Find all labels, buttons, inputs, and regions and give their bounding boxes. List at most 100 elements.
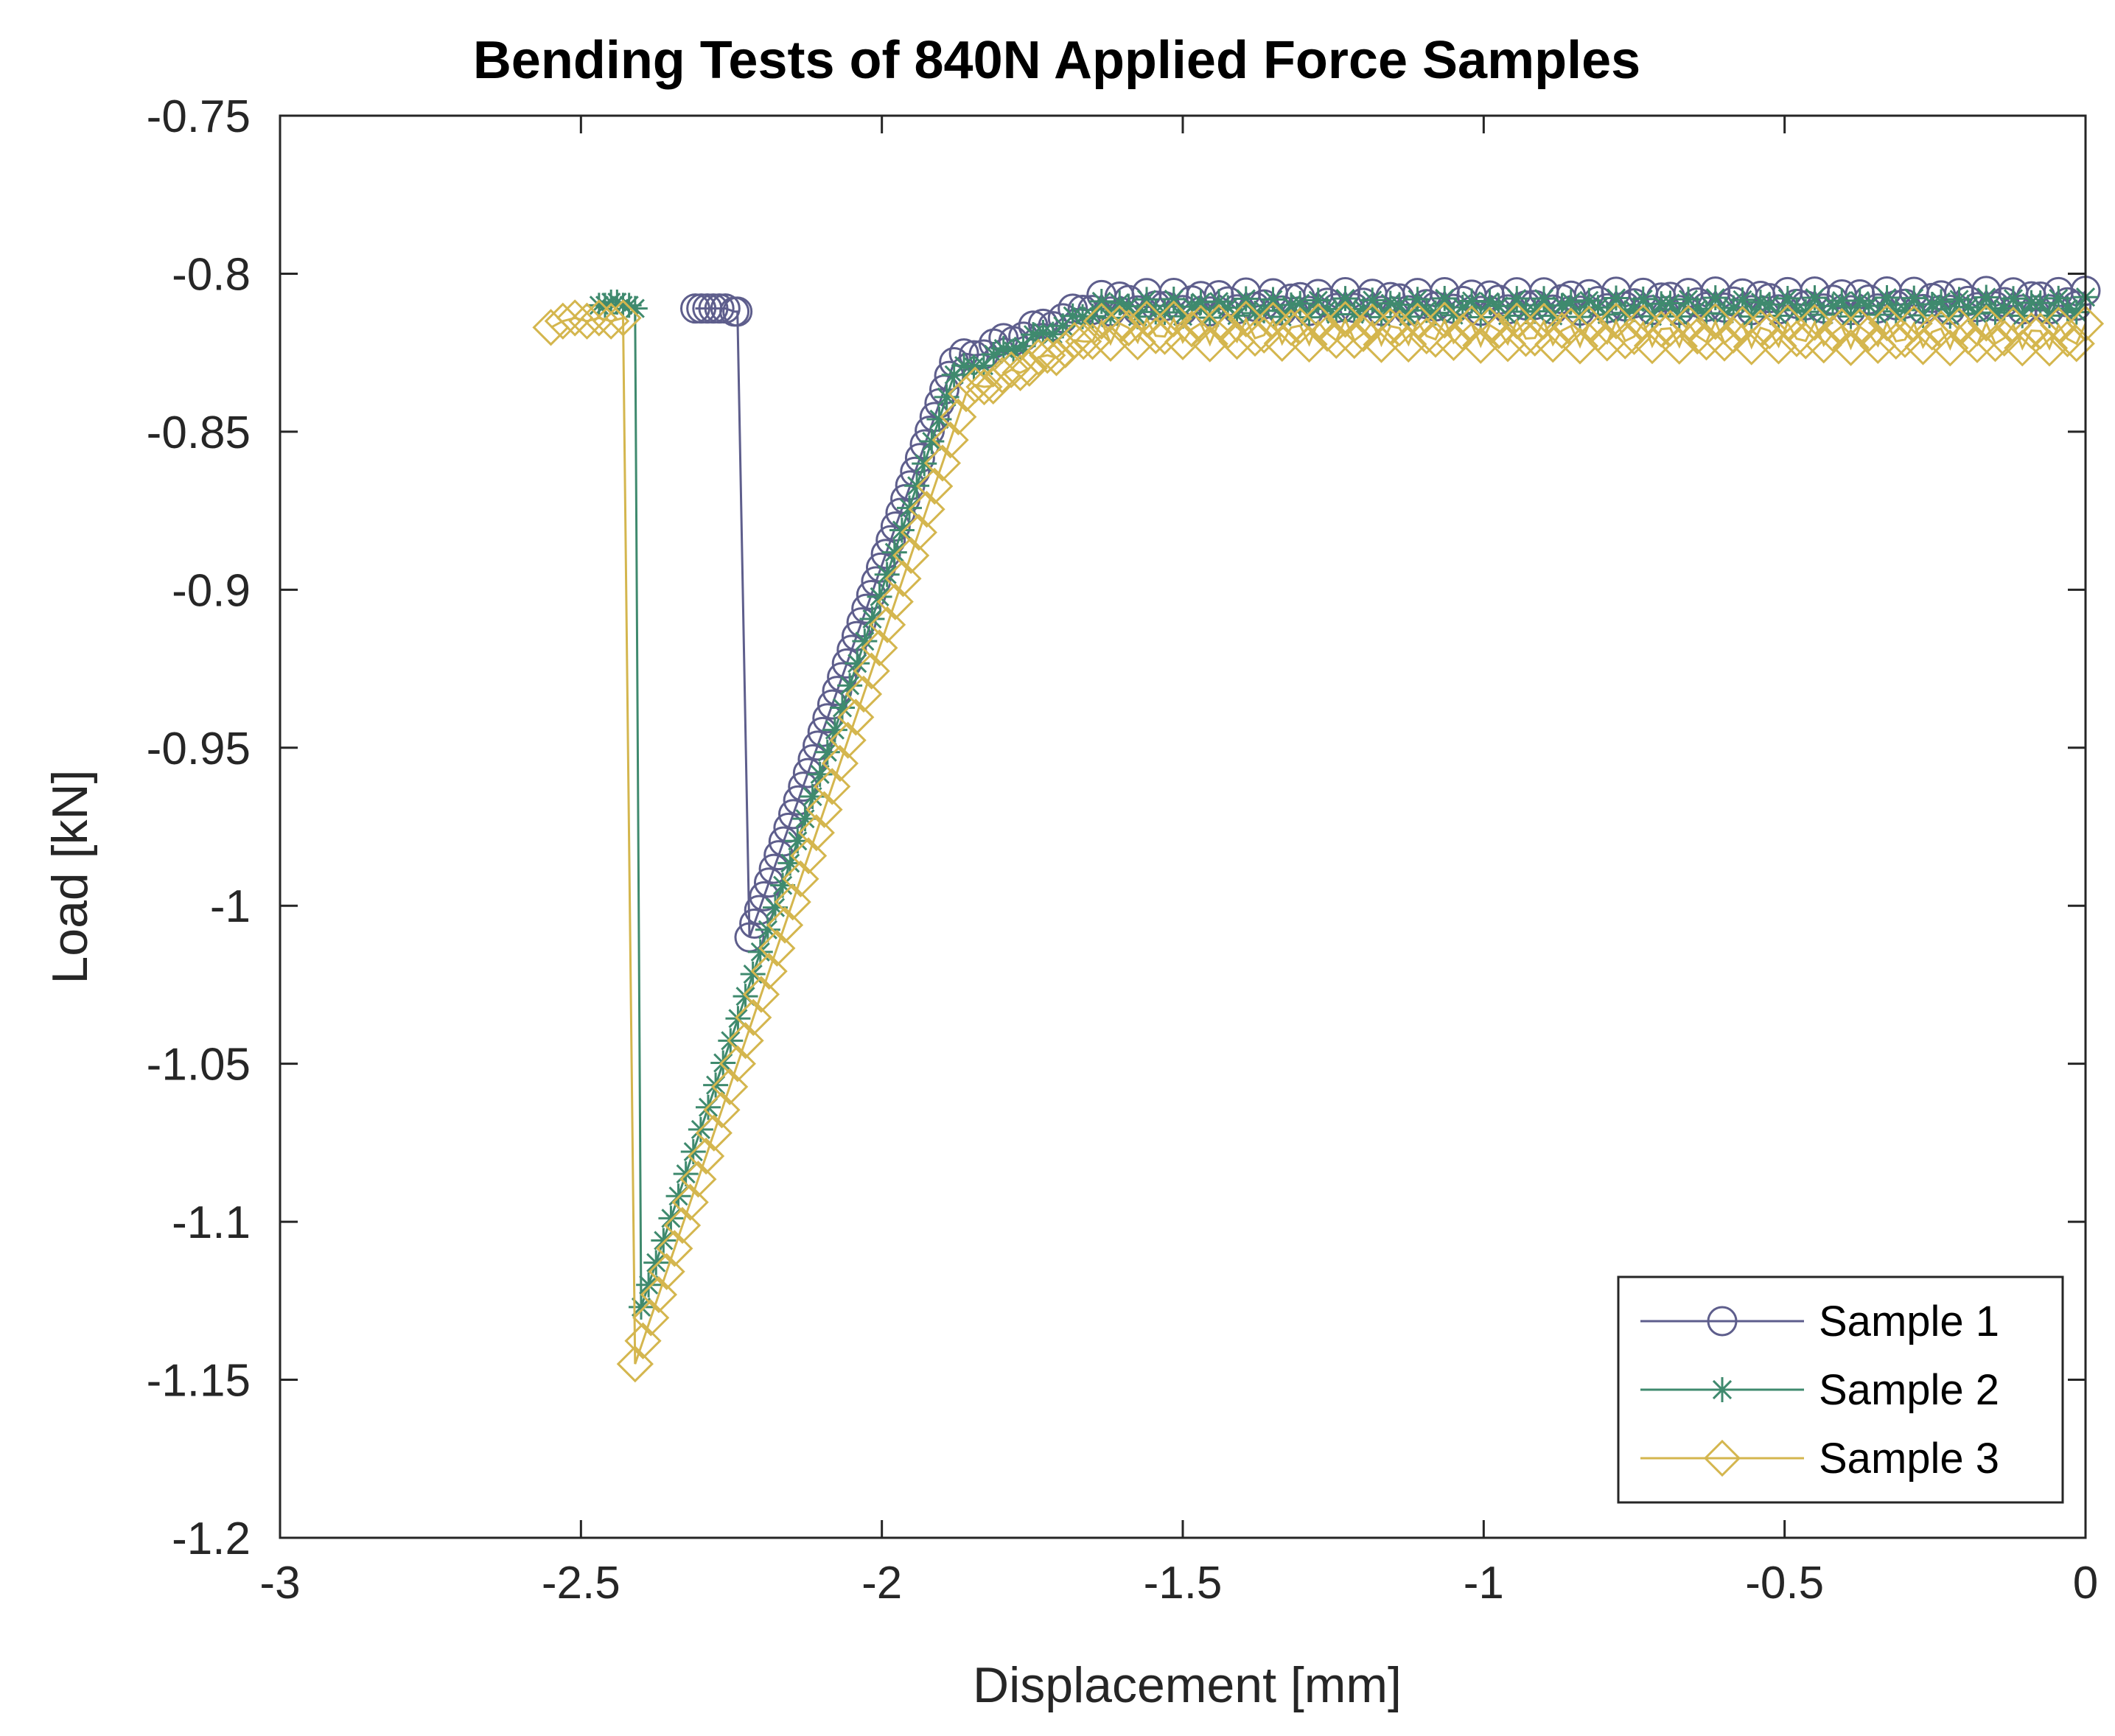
- data-point-marker: [1315, 296, 1340, 322]
- data-point-marker: [829, 721, 867, 759]
- data-point-marker: [1282, 307, 1319, 345]
- data-point-marker: [1607, 322, 1644, 360]
- series-3: [532, 299, 2105, 1383]
- data-point-marker: [1450, 294, 1475, 320]
- data-point-marker: [1387, 292, 1412, 318]
- data-point-marker: [1170, 304, 1195, 329]
- data-point-marker: [971, 353, 996, 379]
- data-point-marker: [1459, 288, 1484, 314]
- data-point-marker: [1088, 289, 1114, 315]
- data-point-marker: [814, 739, 840, 765]
- data-point-marker: [1038, 339, 1075, 377]
- data-point-marker: [881, 539, 907, 565]
- data-point-marker: [1050, 313, 1076, 339]
- data-point-marker: [755, 917, 780, 942]
- legend: Sample 1 Sample 2 Sample 3: [1617, 1275, 2064, 1504]
- data-point-marker: [1209, 312, 1247, 349]
- data-point-marker: [923, 444, 962, 482]
- data-point-marker: [1155, 300, 1192, 337]
- data-point-marker: [727, 1022, 764, 1060]
- data-point-marker: [1341, 301, 1367, 327]
- data-point-marker: [758, 929, 796, 967]
- data-point-marker: [632, 1299, 670, 1337]
- data-point-marker: [1630, 286, 1656, 312]
- y-tick-label: -1.1: [172, 1197, 251, 1248]
- data-point-marker: [1929, 289, 1954, 315]
- data-point-marker: [763, 895, 788, 920]
- data-point-marker: [1696, 303, 1734, 340]
- data-point-marker: [1426, 301, 1464, 339]
- data-point-marker: [845, 675, 883, 713]
- data-point-marker: [774, 883, 811, 921]
- data-point-marker: [852, 629, 878, 654]
- data-point-marker: [1125, 304, 1150, 329]
- data-point-marker: [2055, 295, 2080, 321]
- data-point-marker: [853, 652, 890, 690]
- data-point-marker: [592, 302, 630, 340]
- data-point-marker: [1552, 307, 1590, 345]
- data-point-marker: [2063, 299, 2089, 325]
- data-point-marker: [1179, 294, 1205, 320]
- data-point-marker: [940, 398, 977, 435]
- data-point-marker: [1332, 286, 1358, 312]
- data-point-marker: [897, 495, 922, 521]
- data-point-marker: [1904, 328, 1942, 365]
- data-point-marker: [1976, 325, 2014, 363]
- legend-label: Sample 2: [1819, 1366, 1999, 1414]
- data-point-marker: [1380, 309, 1419, 347]
- x-tick-label: -2: [861, 1558, 902, 1609]
- legend-entry-2: Sample 2: [1640, 1366, 1999, 1414]
- legend-label: Sample 1: [1819, 1298, 1999, 1345]
- data-point-marker: [2001, 286, 2026, 312]
- data-point-marker: [1796, 304, 1833, 341]
- data-point-marker: [1260, 287, 1286, 312]
- data-point-marker: [981, 342, 1007, 368]
- data-point-marker: [616, 1345, 654, 1383]
- data-point-marker: [990, 335, 1016, 361]
- data-point-marker: [1877, 322, 1915, 360]
- data-point-marker: [747, 939, 773, 965]
- data-point-marker: [1083, 302, 1120, 340]
- data-point-marker: [1838, 304, 1864, 329]
- legend-entry-1: Sample 1: [1640, 1298, 1999, 1345]
- data-point-marker: [1279, 292, 1304, 318]
- data-point-marker: [1480, 312, 1517, 349]
- data-point-marker: [740, 962, 766, 987]
- data-point-marker: [867, 584, 892, 609]
- data-point-marker: [1010, 349, 1048, 387]
- data-point-marker: [1640, 304, 1665, 329]
- data-point-marker: [814, 768, 851, 805]
- data-point-marker: [1164, 323, 1202, 360]
- data-point-marker: [931, 421, 969, 459]
- data-point-marker: [592, 293, 618, 318]
- data-point-marker: [837, 699, 875, 736]
- data-point-marker: [788, 771, 819, 802]
- data-point-marker: [965, 368, 1003, 406]
- data-point-marker: [782, 860, 819, 897]
- data-point-marker: [651, 1228, 677, 1253]
- data-point-marker: [805, 791, 843, 828]
- data-point-marker: [1360, 287, 1385, 313]
- data-point-marker: [719, 1045, 756, 1082]
- data-point-marker: [874, 561, 900, 587]
- plot-area: [532, 276, 2105, 1383]
- data-point-marker: [1351, 296, 1376, 322]
- data-point-marker: [1968, 304, 2005, 342]
- data-point-marker: [1558, 289, 1584, 315]
- data-point-marker: [889, 517, 915, 543]
- data-point-marker: [1161, 287, 1186, 312]
- y-tick-label: -0.95: [147, 724, 251, 774]
- data-point-marker: [1107, 290, 1133, 316]
- data-point-marker: [1919, 291, 1945, 317]
- data-point-marker: [1676, 287, 1701, 312]
- chart-title: Bending Tests of 840N Applied Force Samp…: [473, 31, 1640, 90]
- data-point-marker: [2021, 312, 2059, 350]
- data-point-marker: [1531, 286, 1556, 312]
- data-point-marker: [1624, 304, 1662, 341]
- data-point-marker: [827, 662, 858, 693]
- data-point-marker: [1029, 337, 1066, 374]
- data-point-marker: [1525, 302, 1563, 340]
- data-point-marker: [616, 293, 642, 318]
- data-point-marker: [698, 293, 729, 324]
